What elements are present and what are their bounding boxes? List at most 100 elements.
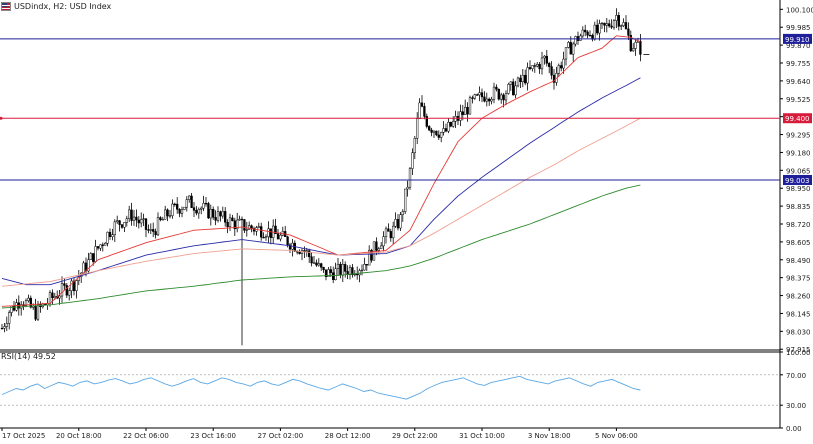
candle-body bbox=[212, 208, 215, 218]
candle-body bbox=[574, 36, 577, 45]
candle-body bbox=[178, 209, 181, 214]
price-tick-label: 97.915 bbox=[786, 346, 811, 354]
candle-body bbox=[197, 209, 200, 214]
candle-body bbox=[135, 216, 138, 221]
candle-body bbox=[60, 283, 64, 297]
candle-body bbox=[533, 65, 536, 67]
candle-body bbox=[286, 236, 289, 246]
candle-body bbox=[370, 250, 373, 261]
level-price-tag bbox=[783, 33, 812, 44]
candle-body bbox=[257, 226, 260, 228]
candle-body bbox=[303, 250, 306, 252]
candle-body bbox=[75, 280, 78, 292]
candle-body bbox=[363, 264, 366, 271]
candle-body bbox=[572, 43, 575, 55]
candle-body bbox=[502, 94, 505, 101]
candle-body bbox=[36, 304, 40, 320]
candle-body bbox=[507, 84, 510, 94]
candle-body bbox=[384, 228, 388, 237]
candle-body bbox=[512, 81, 515, 96]
candle-body bbox=[101, 244, 104, 246]
candle-body bbox=[279, 234, 282, 240]
candle-body bbox=[0, 327, 4, 330]
candle-body bbox=[562, 58, 565, 69]
candle-body bbox=[332, 272, 335, 280]
candle-body bbox=[447, 121, 450, 132]
candle-body bbox=[8, 312, 11, 324]
candle-body bbox=[12, 305, 16, 311]
price-tick-label: 98.720 bbox=[786, 221, 811, 229]
candle-body bbox=[216, 211, 220, 221]
candle-body bbox=[459, 111, 462, 121]
candle-body bbox=[123, 222, 126, 228]
candle-body bbox=[233, 220, 236, 230]
candle-body bbox=[356, 273, 359, 276]
candle-body bbox=[274, 225, 277, 235]
candle-body bbox=[29, 297, 32, 308]
candle-body bbox=[324, 269, 328, 278]
candle-body bbox=[228, 217, 232, 227]
time-tick-label: 28 Oct 12:00 bbox=[325, 432, 371, 440]
candle-body bbox=[564, 47, 568, 60]
candle-body bbox=[495, 86, 498, 90]
level-price-tag bbox=[783, 113, 812, 124]
candle-body bbox=[130, 209, 133, 221]
candle-body bbox=[168, 215, 172, 217]
us-flag-icon bbox=[1, 1, 11, 11]
candle-body bbox=[579, 35, 582, 41]
candle-body bbox=[339, 263, 342, 276]
time-tick-label: 23 Oct 16:00 bbox=[190, 432, 236, 440]
candle-body bbox=[545, 55, 548, 64]
candle-body bbox=[468, 97, 472, 115]
candle-body bbox=[262, 236, 265, 239]
candle-body bbox=[125, 218, 128, 223]
candle-body bbox=[159, 217, 162, 220]
candle-body bbox=[267, 228, 270, 237]
candle-body bbox=[53, 296, 56, 299]
candle-body bbox=[406, 186, 409, 190]
candle-body bbox=[471, 97, 474, 99]
candle-body bbox=[240, 218, 244, 221]
candle-body bbox=[224, 211, 227, 223]
candle-body bbox=[593, 24, 596, 40]
candle-body bbox=[497, 88, 500, 100]
candle-body bbox=[353, 273, 356, 276]
candle-body bbox=[58, 295, 61, 299]
candle-body bbox=[166, 209, 169, 217]
candle-body bbox=[82, 262, 85, 274]
candle-body bbox=[442, 128, 445, 133]
candle-body bbox=[70, 280, 73, 291]
candle-body bbox=[322, 267, 325, 271]
candle-body bbox=[149, 229, 152, 231]
price-tick-label: 98.030 bbox=[786, 328, 811, 336]
candle-body bbox=[144, 218, 148, 230]
candle-body bbox=[118, 220, 121, 225]
time-tick-label: 5 Nov 06:00 bbox=[595, 432, 638, 440]
candle-body bbox=[106, 231, 109, 244]
candle-body bbox=[137, 219, 140, 224]
price-tick-label: 99.525 bbox=[786, 96, 811, 104]
time-tick-label: 29 Oct 22:00 bbox=[392, 432, 438, 440]
candle-body bbox=[480, 92, 484, 98]
candle-body bbox=[588, 34, 592, 37]
candle-body bbox=[154, 231, 157, 236]
candle-body bbox=[334, 268, 337, 280]
ema-slow-line bbox=[1, 117, 641, 287]
level-price-label: 99.003 bbox=[785, 177, 810, 185]
candle-body bbox=[435, 130, 438, 136]
symbol-title: USDindx, H2: USD Index bbox=[14, 1, 112, 11]
candle-body bbox=[620, 25, 623, 27]
candle-body bbox=[476, 94, 479, 96]
candle-body bbox=[598, 23, 601, 34]
candle-body bbox=[610, 25, 613, 28]
candle-body bbox=[161, 219, 164, 221]
candle-body bbox=[238, 218, 241, 221]
candle-body bbox=[200, 207, 203, 210]
rsi-title: RSI(14) 49.52 bbox=[1, 352, 56, 361]
candle-body bbox=[260, 226, 263, 238]
candle-body bbox=[526, 67, 529, 84]
candle-body bbox=[63, 283, 66, 286]
candle-body bbox=[231, 217, 234, 221]
candle-body bbox=[320, 263, 323, 268]
